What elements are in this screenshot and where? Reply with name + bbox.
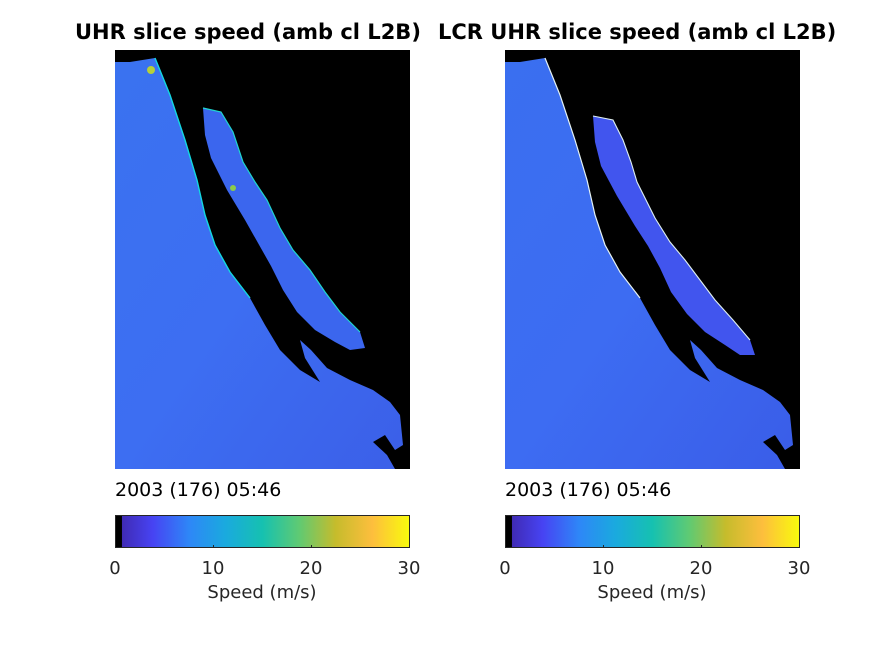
left-gulf-outline (202, 107, 361, 333)
right-colorbar-label: Speed (m/s) (597, 582, 707, 603)
right-pacific-region (505, 58, 793, 469)
left-hotspot-2 (230, 185, 236, 191)
right-coast-highlight (544, 57, 641, 299)
right-gulf-region (593, 116, 755, 355)
right-timestamp: 2003 (176) 05:46 (505, 479, 672, 501)
right-tick-0 (505, 545, 506, 548)
right-tick-label-20: 20 (689, 558, 713, 579)
left-tick-30 (409, 545, 410, 548)
left-tick-20 (311, 545, 312, 548)
right-tick-label-0: 0 (499, 558, 511, 579)
left-chart-title: UHR slice speed (amb cl L2B) (75, 20, 421, 44)
right-tick-10 (603, 545, 604, 548)
right-tick-30 (799, 545, 800, 548)
left-tick-label-20: 20 (299, 558, 323, 579)
right-tick-20 (701, 545, 702, 548)
right-tick-label-30: 30 (787, 558, 811, 579)
left-tick-label-30: 30 (397, 558, 421, 579)
left-tick-0 (115, 545, 116, 548)
right-speed-map (505, 50, 800, 469)
left-tick-label-10: 10 (201, 558, 225, 579)
right-colorbar (505, 515, 800, 548)
right-tick-label-10: 10 (591, 558, 615, 579)
left-speed-map (115, 50, 410, 469)
left-coast-highlight (154, 57, 251, 299)
left-gulf-region (203, 108, 365, 350)
left-tick-10 (213, 545, 214, 548)
right-gulf-outline (592, 115, 751, 341)
left-timestamp: 2003 (176) 05:46 (115, 479, 282, 501)
right-chart-title: LCR UHR slice speed (amb cl L2B) (438, 20, 837, 44)
left-tick-label-0: 0 (109, 558, 121, 579)
left-pacific-region (115, 58, 403, 469)
left-colorbar-label: Speed (m/s) (207, 582, 317, 603)
left-colorbar (115, 515, 410, 548)
left-hotspot (147, 66, 155, 74)
